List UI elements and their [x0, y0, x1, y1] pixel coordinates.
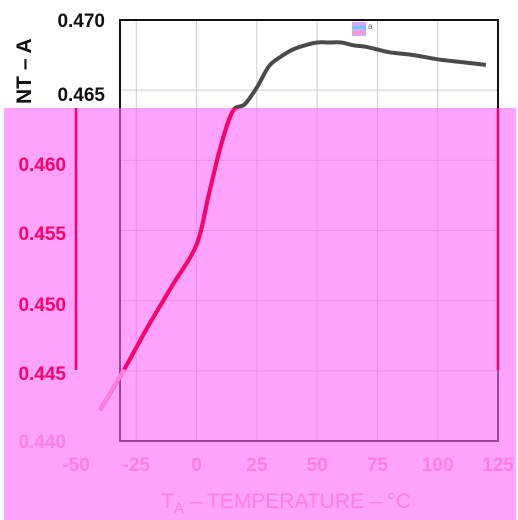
x-tick-label: 75: [367, 455, 389, 476]
x-axis-title: TA – TEMPERATURE – °C: [161, 490, 411, 517]
x-axis-title-sub: A: [174, 500, 184, 517]
legend-marker: a: [352, 22, 373, 36]
y-axis-title: NT – A: [13, 38, 36, 104]
x-axis-title-rest: – TEMPERATURE – °C: [184, 490, 411, 513]
x-tick-label: 50: [307, 455, 328, 476]
y-tick-label: 0.470: [57, 11, 105, 32]
y-tick-label: 0.455: [18, 224, 66, 245]
x-tick-label: -25: [123, 455, 151, 476]
x-tick-labels: -50 -25 0 25 50 75 100 125: [62, 455, 514, 476]
x-tick-label: -50: [62, 455, 89, 476]
x-tick-label: 0: [191, 455, 202, 476]
x-tick-label: 125: [482, 455, 514, 476]
y-tick-label: 0.460: [18, 155, 66, 176]
y-tick-label: 0.445: [18, 364, 66, 385]
y-tick-label: 0.440: [18, 432, 66, 453]
y-tick-label: 0.450: [18, 295, 66, 316]
svg-text:a: a: [368, 22, 373, 31]
series-line-faded: [98, 368, 126, 412]
series-line-highlight: [98, 108, 243, 412]
x-tick-label: 25: [246, 455, 268, 476]
x-axis-title-main: T: [161, 490, 174, 513]
y-tick-label: 0.465: [57, 85, 105, 106]
highlight-overlay: [4, 108, 516, 520]
x-tick-label: 100: [422, 455, 454, 476]
